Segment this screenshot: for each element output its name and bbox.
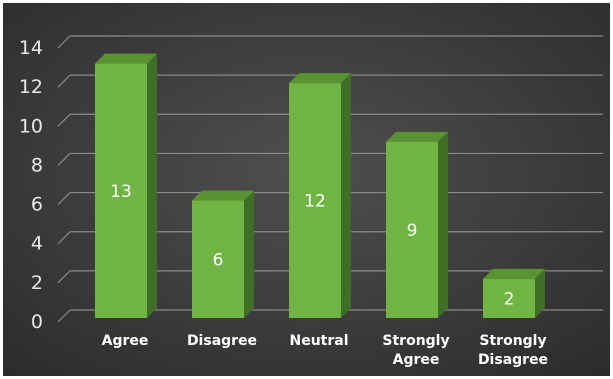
data-label: 6 [213,250,224,270]
bar-top [95,53,157,64]
gridline-wall [57,270,71,284]
bar-front [289,83,341,319]
y-tick-label: 4 [31,233,43,255]
bar-front [95,63,147,319]
x-axis-labels: Agree Disagree Neutral Strongly AgreeStrongl… [102,333,548,368]
x-tick-label-line: Disagree [478,352,548,368]
bar: 13 [95,53,157,319]
bar-top [483,268,545,279]
bar: 2 [483,268,545,318]
bars: 13 6 12 9 2 [95,53,545,319]
bar-side [535,268,545,318]
data-label: 9 [407,221,418,241]
bar-side [147,53,157,318]
gridline-wall [57,231,71,245]
x-tick-label: Disagree [187,333,257,349]
x-tick-label: Strongly Agree [382,333,449,368]
bar-top [289,73,351,84]
y-tick-label: 8 [31,154,43,176]
bar: 9 [386,131,448,318]
bar-front [386,141,438,318]
data-label: 13 [110,182,132,202]
x-tick-label: Neutral [289,333,348,349]
bar-side [438,131,448,318]
chart: 0 2 4 6 8 10 12 14 13 6 12 9 2 Agree Disagree Neutral… [3,3,610,376]
bar-side [244,190,254,318]
y-tick-label: 0 [31,311,43,333]
data-label: 2 [504,289,515,309]
bar-front [483,278,535,318]
bar-front [192,200,244,318]
x-tick-label-line: Neutral [289,333,348,349]
x-tick-label: Agree [102,333,149,349]
bar-side [341,73,351,319]
x-tick-label: Strongly Disagree [478,333,548,368]
bar-top [192,190,254,201]
bar-top [386,131,448,142]
x-tick-label-line: Strongly [382,333,449,349]
y-axis-ticks: 0 2 4 6 8 10 12 14 [19,37,43,333]
gridline-wall [57,74,71,88]
bar-chart: 0 2 4 6 8 10 12 14 13 6 12 9 2 Agree Disagree Neutral… [3,3,610,376]
x-tick-label-line: Agree [393,352,440,368]
y-tick-label: 14 [19,37,43,59]
y-tick-label: 6 [31,194,43,216]
x-tick-label-line: Agree [102,333,149,349]
gridline-wall [57,113,71,127]
x-tick-label-line: Disagree [187,333,257,349]
gridline-wall [57,309,71,323]
bar: 12 [289,73,351,319]
gridline-wall [57,153,71,166]
gridline-wall [57,35,71,49]
y-tick-label: 10 [19,115,43,137]
x-tick-label-line: Strongly [479,333,546,349]
y-tick-label: 12 [19,76,43,98]
y-tick-label: 2 [31,272,43,294]
data-label: 12 [304,192,326,212]
gridline-wall [57,192,71,205]
bar: 6 [192,190,254,318]
